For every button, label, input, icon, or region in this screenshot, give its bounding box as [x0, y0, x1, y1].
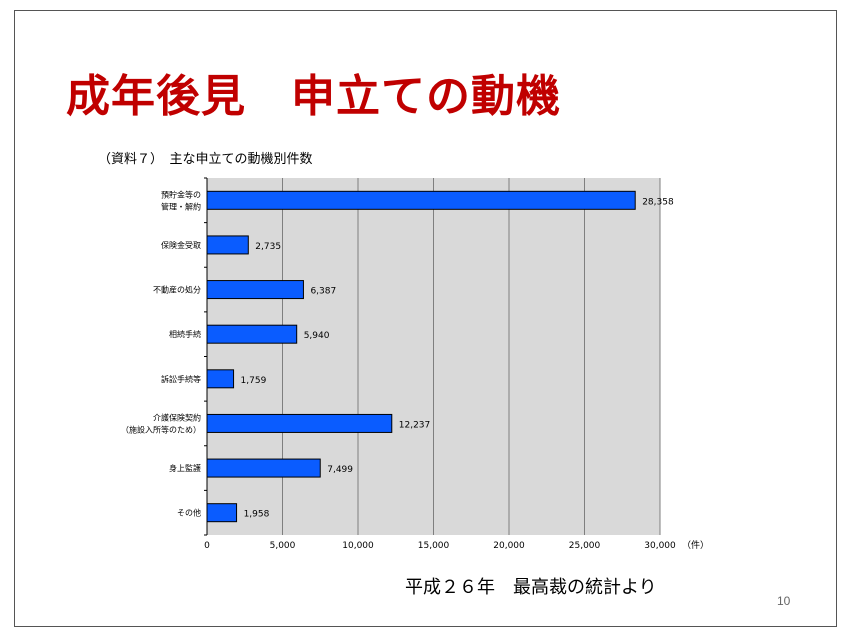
- data-label: 2,735: [255, 242, 281, 252]
- bar: [206, 235, 249, 255]
- page-number: 10: [777, 594, 791, 608]
- data-label: 1,759: [241, 376, 267, 386]
- data-label: 5,940: [304, 331, 330, 341]
- category-label: その他: [177, 508, 201, 518]
- bar: [206, 503, 238, 523]
- x-tick-label: 10,000: [342, 541, 374, 551]
- x-tick-label: 25,000: [569, 541, 601, 551]
- x-tick-label: 15,000: [418, 541, 450, 551]
- category-label: （施設入所等のため）: [121, 424, 201, 434]
- data-label: 7,499: [327, 465, 353, 475]
- x-tick-label: 30,000: [644, 541, 676, 551]
- data-label: 12,237: [399, 420, 431, 430]
- source-note: 平成２６年 最高裁の統計より: [405, 577, 657, 598]
- category-label: 預貯金等の: [161, 189, 201, 199]
- category-label: 管理・解約: [161, 201, 201, 211]
- slide-title: 成年後見 申立ての動機: [66, 71, 561, 122]
- x-tick-label: 0: [204, 541, 210, 551]
- chart-caption: （資料７） 主な申立ての動機別件数: [98, 152, 313, 167]
- bar: [206, 324, 298, 344]
- x-tick-label: 5,000: [270, 541, 296, 551]
- category-label: 保険金受取: [161, 240, 201, 250]
- data-label: 1,958: [244, 510, 270, 520]
- category-label: 身上監護: [169, 463, 201, 473]
- data-label: 28,358: [642, 197, 674, 207]
- bar: [206, 369, 235, 389]
- category-label: 相続手続: [169, 329, 201, 339]
- x-tick-label: 20,000: [493, 541, 525, 551]
- bar: [206, 458, 321, 478]
- category-label: 介護保険契約: [153, 412, 201, 422]
- x-unit-label: （件）: [682, 539, 709, 551]
- bar: [206, 280, 304, 300]
- bar: [206, 190, 636, 210]
- data-label: 6,387: [310, 287, 336, 297]
- category-label: 不動産の処分: [153, 285, 201, 295]
- bar: [206, 413, 393, 433]
- category-label: 訴訟手続等: [161, 374, 201, 384]
